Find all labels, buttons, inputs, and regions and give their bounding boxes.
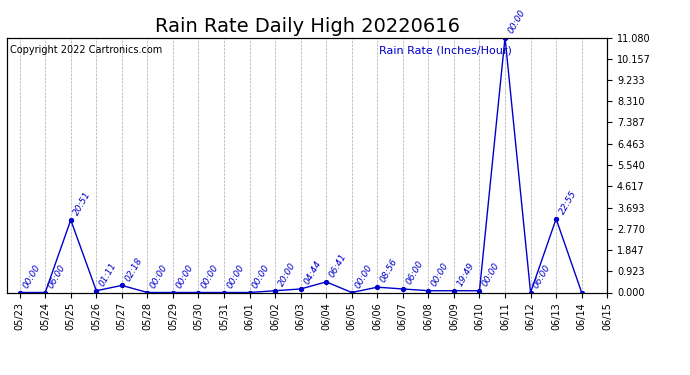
Text: 00:00: 00:00 [251, 263, 272, 290]
Text: Copyright 2022 Cartronics.com: Copyright 2022 Cartronics.com [10, 45, 162, 55]
Point [525, 290, 536, 296]
Text: 06:00: 06:00 [47, 263, 68, 290]
Point [372, 284, 383, 290]
Point [551, 216, 562, 222]
Text: 22:55: 22:55 [558, 189, 578, 216]
Text: 00:00: 00:00 [21, 263, 42, 290]
Point [321, 279, 332, 285]
Point [270, 288, 281, 294]
Text: 06:00: 06:00 [532, 263, 553, 290]
Title: Rain Rate Daily High 20220616: Rain Rate Daily High 20220616 [155, 17, 460, 36]
Text: 00:00: 00:00 [430, 261, 451, 288]
Text: 00:00: 00:00 [226, 263, 246, 290]
Point [474, 288, 485, 294]
Point [219, 290, 230, 296]
Text: 20:51: 20:51 [72, 190, 93, 217]
Text: 06:00: 06:00 [404, 259, 425, 286]
Point [66, 217, 77, 223]
Point [346, 290, 357, 296]
Point [142, 290, 153, 296]
Point [40, 290, 51, 296]
Point [423, 288, 434, 294]
Point [448, 288, 460, 294]
Text: 20:00: 20:00 [277, 261, 297, 288]
Text: 00:00: 00:00 [149, 263, 170, 290]
Text: 01:11: 01:11 [98, 261, 119, 288]
Point [576, 290, 587, 296]
Point [295, 286, 306, 292]
Point [244, 290, 255, 296]
Text: 06:41: 06:41 [328, 252, 348, 279]
Point [117, 282, 128, 288]
Text: 00:00: 00:00 [200, 263, 221, 290]
Point [193, 290, 204, 296]
Text: 19:49: 19:49 [455, 261, 476, 288]
Text: 04:44: 04:44 [302, 259, 323, 286]
Point [168, 290, 179, 296]
Text: 00:00: 00:00 [353, 263, 374, 290]
Point [91, 288, 102, 294]
Point [500, 34, 511, 40]
Text: 08:56: 08:56 [379, 257, 400, 284]
Text: Rain Rate (Inches/Hour): Rain Rate (Inches/Hour) [379, 45, 512, 55]
Text: 00:00: 00:00 [175, 263, 195, 290]
Point [397, 286, 408, 292]
Text: 00:00: 00:00 [506, 8, 527, 35]
Text: 02:18: 02:18 [124, 256, 144, 283]
Point [14, 290, 26, 296]
Text: 00:00: 00:00 [481, 261, 502, 288]
